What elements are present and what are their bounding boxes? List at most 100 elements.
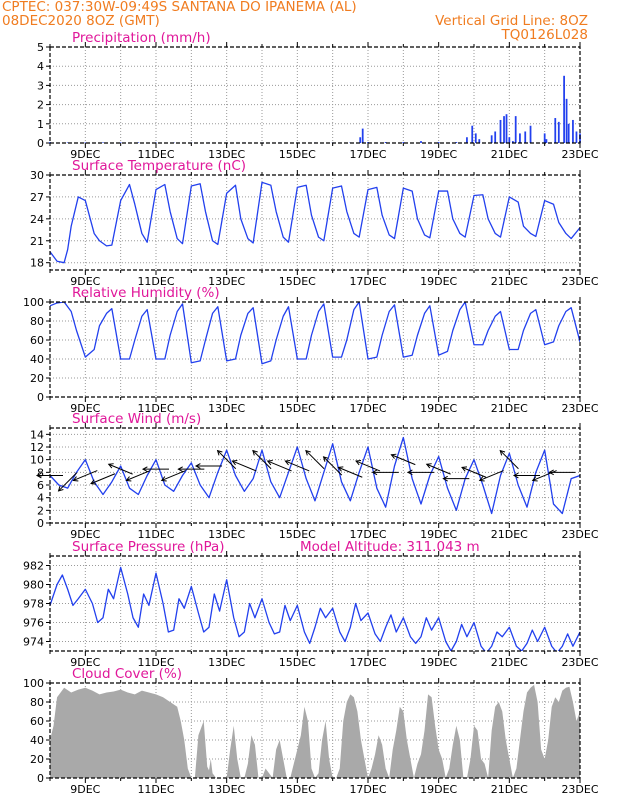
y-tick-label: 80 bbox=[30, 315, 44, 328]
model-id-label: TQ0126L028 bbox=[501, 27, 588, 43]
y-tick-label: 974 bbox=[23, 636, 44, 649]
pres-panel: 974 976 978 980 982 9DEC 11DEC 13DEC 15DEC 17DEC 1… bbox=[23, 539, 599, 669]
precip-title: Precipitation (mm/h) bbox=[72, 30, 211, 46]
x-tick-label: 11DEC bbox=[137, 275, 174, 288]
precip-bar bbox=[554, 118, 557, 143]
panel-frame bbox=[49, 555, 581, 652]
panel-frame bbox=[49, 427, 581, 524]
wind-vector-head bbox=[57, 485, 64, 492]
temp-panel: 18 21 24 27 30 9DEC 11DEC 13DEC 15DEC 17DEC 19DEC 2… bbox=[30, 158, 599, 288]
x-tick-label: 15DEC bbox=[279, 783, 316, 796]
precip-bar bbox=[519, 133, 521, 143]
x-tick-label: 11DEC bbox=[137, 528, 174, 541]
panel-frame bbox=[49, 46, 581, 144]
wind-vector-head bbox=[216, 449, 223, 456]
wind-vector-head bbox=[284, 460, 291, 466]
x-tick-label: 17DEC bbox=[349, 783, 386, 796]
precip-bar bbox=[524, 131, 527, 143]
x-tick-label: 19DEC bbox=[420, 275, 457, 288]
wind-vector bbox=[267, 460, 292, 472]
x-tick-label: 11DEC bbox=[137, 402, 174, 415]
precip-bar bbox=[478, 139, 481, 143]
x-tick-label: 21DEC bbox=[491, 148, 528, 161]
wind-vector bbox=[161, 470, 186, 481]
y-tick-label: 40 bbox=[30, 734, 44, 747]
precip-bar bbox=[471, 125, 474, 143]
cloud-cover-area bbox=[50, 684, 580, 778]
precip-bar bbox=[563, 75, 565, 143]
x-tick-label: 13DEC bbox=[208, 402, 245, 415]
precip-bar bbox=[494, 131, 497, 143]
precip-bar bbox=[119, 142, 122, 143]
y-tick-label: 27 bbox=[30, 191, 44, 204]
wind-vector-head bbox=[160, 476, 167, 482]
y-tick-label: 0 bbox=[37, 517, 44, 530]
y-tick-label: 980 bbox=[23, 579, 44, 592]
cloud-title: Cloud Cover (%) bbox=[72, 666, 182, 682]
precip-bar bbox=[66, 142, 69, 143]
wind-vector-head bbox=[194, 463, 201, 469]
y-tick-label: 0 bbox=[37, 772, 44, 785]
wind-vector-head bbox=[478, 476, 485, 482]
y-tick-label: 60 bbox=[30, 715, 44, 728]
y-tick-label: 20 bbox=[30, 372, 44, 385]
precip-bar bbox=[503, 116, 505, 143]
precip-bar bbox=[402, 142, 405, 143]
wind-vector bbox=[461, 466, 487, 478]
y-tick-label: 0 bbox=[37, 137, 44, 150]
x-tick-label: 19DEC bbox=[420, 148, 457, 161]
wind-vector-head bbox=[141, 466, 148, 473]
y-tick-label: 20 bbox=[30, 753, 44, 766]
y-tick-label: 100 bbox=[23, 677, 44, 690]
x-tick-label: 21DEC bbox=[491, 528, 528, 541]
x-tick-label: 21DEC bbox=[491, 656, 528, 669]
wind-vector bbox=[499, 450, 519, 470]
wind-vector-head bbox=[337, 466, 344, 472]
x-tick-label: 23DEC bbox=[561, 656, 598, 669]
x-tick-label: 15DEC bbox=[279, 148, 316, 161]
precip-bar bbox=[545, 139, 548, 143]
station-header: CPTEC: 037:30W-09:49S SANTANA DO IPANEMA… bbox=[2, 0, 357, 15]
x-tick-label: 19DEC bbox=[420, 656, 457, 669]
wind-vector-head bbox=[90, 479, 97, 485]
wind-vector-head bbox=[406, 469, 413, 476]
y-tick-label: 12 bbox=[30, 441, 44, 454]
wind-vector-head bbox=[512, 472, 519, 479]
y-tick-label: 982 bbox=[23, 560, 44, 573]
y-tick-label: 4 bbox=[37, 492, 44, 505]
wind-vector-head bbox=[266, 460, 273, 466]
y-tick-label: 0 bbox=[37, 391, 44, 404]
y-tick-label: 978 bbox=[23, 598, 44, 611]
precip-bar bbox=[455, 142, 458, 143]
run-date-label: 08DEC2020 8OZ (GMT) bbox=[2, 13, 160, 29]
x-tick-label: 9DEC bbox=[70, 148, 100, 161]
wind-vector-head bbox=[231, 460, 238, 466]
precip-bar bbox=[420, 141, 422, 143]
wind-vector-head bbox=[107, 463, 114, 469]
y-tick-label: 24 bbox=[30, 213, 44, 226]
wind-vector bbox=[338, 466, 363, 478]
y-tick-label: 5 bbox=[37, 41, 44, 54]
precip-bar bbox=[102, 142, 104, 143]
wind-vector-head bbox=[322, 456, 329, 462]
wind-vector bbox=[126, 470, 151, 481]
y-tick-label: 2 bbox=[37, 504, 44, 517]
precip-bar bbox=[572, 119, 574, 143]
wind-vector-head bbox=[371, 469, 378, 476]
wind-vector-head bbox=[531, 476, 538, 482]
y-tick-label: 60 bbox=[30, 334, 44, 347]
x-tick-label: 23DEC bbox=[561, 783, 598, 796]
x-tick-label: 19DEC bbox=[420, 783, 457, 796]
chart-header: CPTEC: 037:30W-09:49S SANTANA DO IPANEMA… bbox=[0, 0, 618, 48]
x-tick-label: 13DEC bbox=[208, 528, 245, 541]
wind-vector-head bbox=[390, 453, 397, 459]
precip-bar bbox=[565, 98, 568, 143]
rh-series-line bbox=[50, 302, 580, 365]
rh-panel: 0 20 40 60 80 100 9DEC 11DEC 13DEC 15DEC 17DEC 19DE… bbox=[23, 285, 599, 415]
x-tick-label: 23DEC bbox=[561, 528, 598, 541]
y-tick-label: 100 bbox=[23, 296, 44, 309]
x-tick-label: 21DEC bbox=[491, 402, 528, 415]
precip-bar bbox=[511, 141, 514, 143]
